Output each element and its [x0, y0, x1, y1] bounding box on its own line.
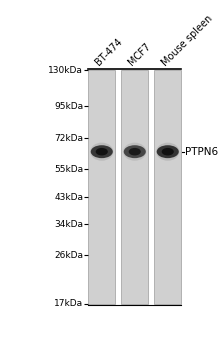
Ellipse shape [156, 143, 179, 161]
Text: 130kDa: 130kDa [48, 66, 83, 75]
Text: 72kDa: 72kDa [54, 134, 83, 143]
Text: MCF7: MCF7 [127, 41, 153, 68]
Ellipse shape [157, 145, 179, 158]
Text: 55kDa: 55kDa [54, 164, 83, 174]
Text: 43kDa: 43kDa [54, 193, 83, 202]
Ellipse shape [162, 148, 174, 155]
Ellipse shape [129, 148, 141, 155]
Text: Mouse spleen: Mouse spleen [160, 13, 214, 68]
Ellipse shape [96, 148, 108, 155]
Text: 26kDa: 26kDa [54, 251, 83, 260]
Bar [88, 70, 115, 304]
Ellipse shape [123, 143, 146, 161]
Text: BT-474: BT-474 [94, 37, 125, 68]
Ellipse shape [124, 145, 146, 158]
Text: PTPN6: PTPN6 [185, 147, 218, 157]
Ellipse shape [91, 145, 113, 158]
Bar [121, 70, 148, 304]
Text: 95kDa: 95kDa [54, 102, 83, 111]
Text: 17kDa: 17kDa [54, 300, 83, 308]
Ellipse shape [90, 143, 113, 161]
Text: 34kDa: 34kDa [54, 220, 83, 229]
Bar [154, 70, 181, 304]
